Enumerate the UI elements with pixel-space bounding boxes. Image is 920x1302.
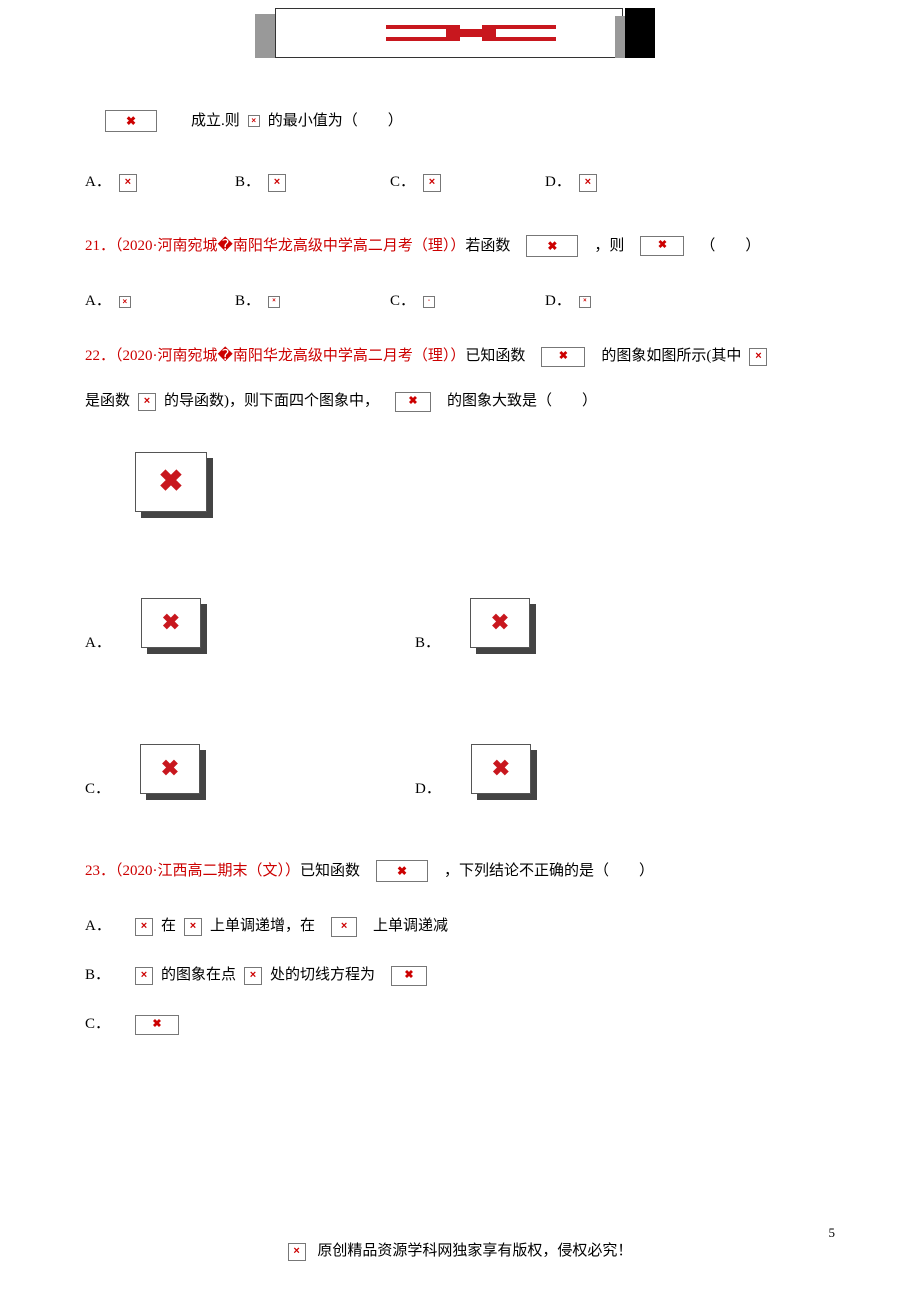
- option-d: D． ×: [545, 172, 597, 193]
- footer: × 原创精品资源学科网独家享有版权，侵权必究！: [0, 1241, 920, 1262]
- broken-image-icon: ✖: [640, 236, 684, 256]
- text: 的图象大致是（ ）: [447, 391, 597, 412]
- broken-image-icon: ×: [749, 348, 767, 366]
- broken-image-icon: ✖: [105, 110, 157, 132]
- option-label: D．: [545, 172, 571, 193]
- option-label: A．: [85, 916, 135, 937]
- q23-stem: 23．（2020·江西高二期末（文）） 已知函数 ✖ ，下列结论不正确的是（ ）: [85, 860, 840, 882]
- option-label: D．: [415, 779, 441, 800]
- q22-options-row2: C． ✖ D． ✖: [85, 744, 840, 800]
- option-label: A．: [85, 291, 111, 312]
- broken-image-icon: ×: [248, 115, 260, 127]
- broken-image-icon: ✖: [135, 1015, 179, 1035]
- q23-option-c: C． ✖: [85, 1014, 840, 1035]
- q22-stem-line1: 22．（2020·河南宛城�南阳华龙高级中学高二月考（理）） 已知函数 ✖ 的图…: [85, 346, 840, 367]
- text: ，则: [594, 236, 624, 257]
- q23-option-a: A． × 在 × 上单调递增，在 × 上单调递减: [85, 916, 840, 937]
- broken-image-icon: ✖: [141, 598, 207, 654]
- broken-image-icon: ✖: [471, 744, 537, 800]
- broken-image-icon: ✖: [391, 966, 427, 986]
- q-prev-fragment: ✖ 成立.则 × 的最小值为（ ）: [105, 110, 840, 132]
- broken-image-icon: ×: [135, 918, 153, 936]
- option-label: C．: [85, 1014, 135, 1035]
- text: （ ）: [700, 236, 760, 257]
- option-label: B．: [85, 965, 135, 986]
- option-b: B． ×: [235, 172, 390, 193]
- option-label: A．: [85, 172, 111, 193]
- q22-stem-line2: 是函数 × 的导函数)，则下面四个图象中， ✖ 的图象大致是（ ）: [85, 391, 840, 412]
- broken-image-icon: ×: [579, 174, 597, 192]
- text: 上单调递增，在: [210, 916, 315, 937]
- broken-image-icon: ×: [244, 967, 262, 985]
- broken-image-icon: ✖: [526, 235, 578, 257]
- broken-image-icon: ×: [268, 296, 280, 308]
- option-c: C． -: [390, 291, 545, 312]
- broken-image-icon: ×: [288, 1243, 306, 1261]
- header-banner: [255, 8, 655, 58]
- q21-number: 21．（2020·河南宛城�南阳华龙高级中学高二月考（理））: [85, 236, 465, 257]
- footer-text: 原创精品资源学科网独家享有版权，侵权必究！: [317, 1243, 632, 1259]
- text: 成立.则: [191, 111, 240, 132]
- q21-options: A． × B． × C． - D． ×: [85, 291, 840, 312]
- option-label: C．: [390, 172, 415, 193]
- option-label: A．: [85, 633, 111, 654]
- broken-image-icon: ×: [119, 174, 137, 192]
- option-a: A． ×: [85, 172, 235, 193]
- text: 上单调递减: [373, 916, 448, 937]
- broken-image-icon: ✖: [541, 347, 585, 367]
- broken-image-icon: ✖: [135, 452, 213, 518]
- broken-image-icon: ×: [135, 967, 153, 985]
- option-a: A． ✖: [85, 598, 415, 654]
- text: 的图象如图所示(其中: [601, 346, 741, 367]
- broken-image-icon: -: [423, 296, 435, 308]
- option-b: B． ✖: [415, 598, 745, 654]
- page-number: 5: [829, 1224, 836, 1242]
- broken-image-icon: ✖: [376, 860, 428, 882]
- option-d: D． ✖: [415, 744, 745, 800]
- broken-image-icon: ×: [138, 393, 156, 411]
- option-label: B．: [415, 633, 440, 654]
- q-prev-options: A． × B． × C． × D． ×: [85, 172, 840, 193]
- option-c: C． ✖: [85, 744, 415, 800]
- option-label: C．: [85, 779, 110, 800]
- broken-image-icon: ✖: [140, 744, 206, 800]
- option-d: D． ×: [545, 291, 591, 312]
- broken-image-icon: ✖: [470, 598, 536, 654]
- q22-figure: ✖: [135, 452, 840, 518]
- broken-image-icon: ×: [268, 174, 286, 192]
- broken-image-icon: ✖: [395, 392, 431, 412]
- text: 是函数: [85, 391, 130, 412]
- text: 的图象在点: [161, 965, 236, 986]
- text: 的导函数)，则下面四个图象中，: [164, 391, 379, 412]
- option-a: A． ×: [85, 291, 235, 312]
- option-label: B．: [235, 291, 260, 312]
- option-c: C． ×: [390, 172, 545, 193]
- broken-image-icon: ×: [423, 174, 441, 192]
- text: 处的切线方程为: [270, 965, 375, 986]
- option-b: B． ×: [235, 291, 390, 312]
- broken-image-icon: ×: [184, 918, 202, 936]
- text: 若函数: [465, 236, 510, 257]
- text: 已知函数: [300, 861, 360, 882]
- broken-image-icon: ×: [119, 296, 131, 308]
- q22-options-row1: A． ✖ B． ✖: [85, 598, 840, 654]
- q23-option-b: B． × 的图象在点 × 处的切线方程为 ✖: [85, 965, 840, 986]
- page-content: ✖ 成立.则 × 的最小值为（ ） A． × B． × C． × D． × 21…: [85, 110, 840, 1063]
- text: 已知函数: [465, 346, 525, 367]
- q23-number: 23．（2020·江西高二期末（文））: [85, 861, 300, 882]
- text: 的最小值为（ ）: [268, 111, 403, 132]
- q22-number: 22．（2020·河南宛城�南阳华龙高级中学高二月考（理））: [85, 346, 465, 367]
- broken-image-icon: ×: [331, 917, 357, 937]
- text: ，下列结论不正确的是（ ）: [444, 861, 654, 882]
- q21-stem: 21．（2020·河南宛城�南阳华龙高级中学高二月考（理）） 若函数 ✖ ，则 …: [85, 235, 840, 257]
- option-label: C．: [390, 291, 415, 312]
- broken-image-icon: ×: [579, 296, 591, 308]
- option-label: B．: [235, 172, 260, 193]
- option-label: D．: [545, 291, 571, 312]
- text: 在: [161, 916, 176, 937]
